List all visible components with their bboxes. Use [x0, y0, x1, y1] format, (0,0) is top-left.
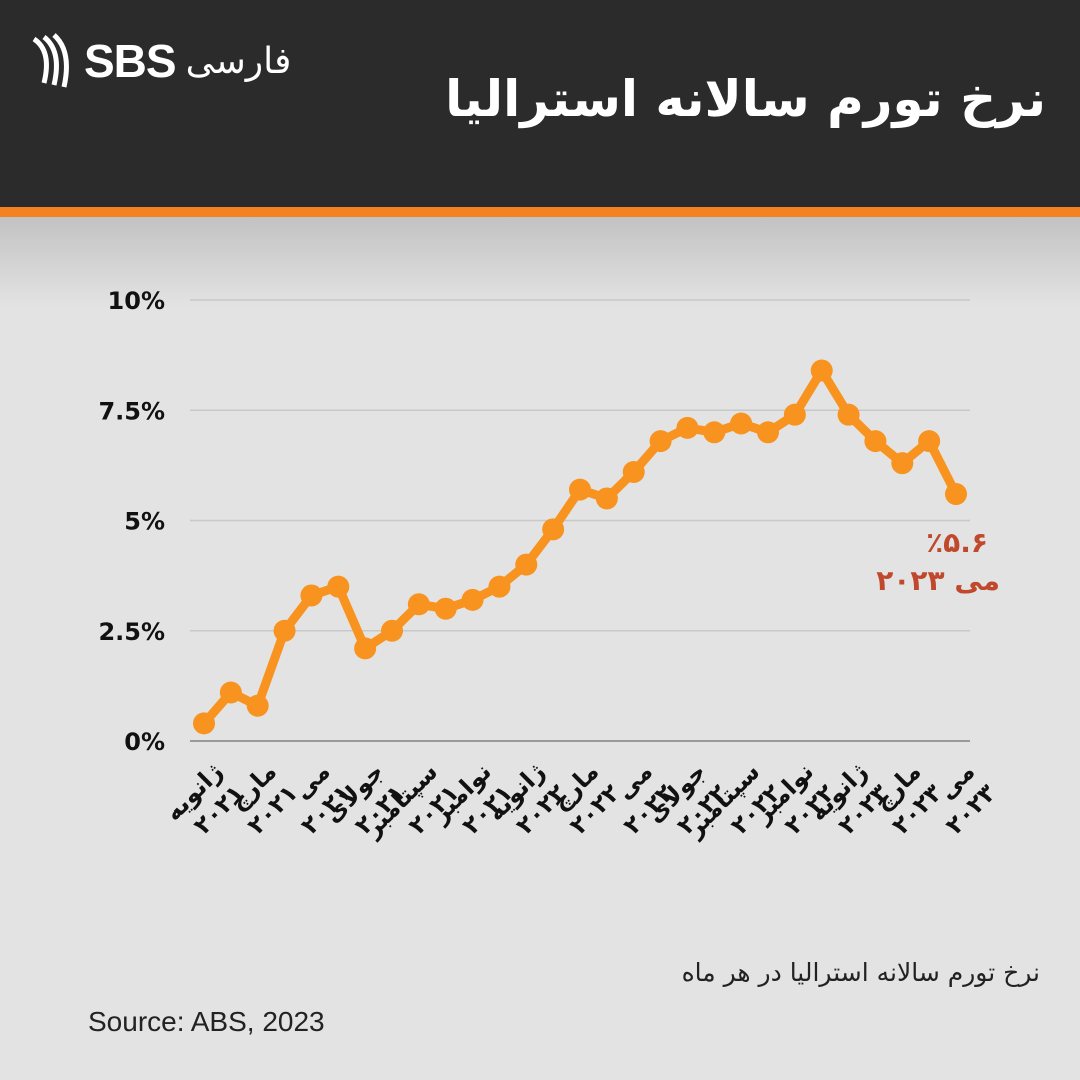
data-point [703, 421, 726, 444]
header-shadow [0, 217, 1080, 307]
data-point [783, 403, 806, 426]
data-point [730, 412, 753, 435]
brand-name: SBS [84, 35, 177, 87]
x-tick-label: مارچ۲۰۲۳ [865, 757, 948, 840]
y-tick-label: 7.5% [98, 397, 165, 425]
accent-stripe [0, 207, 1080, 217]
y-tick-label: 10% [108, 287, 165, 315]
brand-language: فارسی [185, 40, 292, 82]
data-point [434, 597, 457, 620]
data-point [649, 430, 672, 453]
last-date-annotation: می ۲۰۲۳ [876, 564, 1000, 597]
data-point [300, 584, 323, 607]
last-value-annotation: ٪۵.۶ [926, 526, 988, 559]
data-point [622, 460, 645, 483]
data-point [407, 593, 430, 616]
data-point [918, 430, 941, 453]
data-point [246, 694, 269, 717]
page-title: نرخ تورم سالانه استرالیا [445, 70, 1046, 128]
data-point [381, 619, 403, 642]
data-point [595, 487, 618, 510]
data-point [219, 681, 242, 704]
data-point [488, 575, 511, 598]
data-point [864, 430, 887, 453]
header-bar [0, 0, 1080, 207]
sbs-logo: SBS فارسی [30, 30, 291, 92]
data-point [891, 452, 914, 475]
x-tick-label: مارچ۲۰۲۱ [221, 757, 303, 839]
data-point [461, 588, 484, 611]
source-note: Source: ABS, 2023 [88, 1006, 325, 1037]
data-point [515, 553, 538, 576]
chart-caption: نرخ تورم سالانه استرالیا در هر ماه [681, 958, 1040, 987]
y-tick-label: 2.5% [98, 618, 165, 646]
data-point [273, 619, 296, 642]
data-point [193, 712, 215, 735]
y-tick-label: 5% [124, 508, 165, 536]
data-point [354, 637, 377, 660]
data-point [327, 575, 350, 598]
data-point [945, 483, 967, 506]
data-point [542, 518, 565, 541]
data-point [676, 416, 699, 439]
y-tick-label: 0% [124, 728, 165, 756]
data-point [837, 403, 860, 426]
data-point [569, 478, 591, 501]
sbs-mercator-icon [32, 33, 69, 88]
x-tick-label: مارچ۲۰۲۲ [543, 757, 626, 840]
data-point [757, 421, 779, 444]
data-point [810, 359, 833, 382]
